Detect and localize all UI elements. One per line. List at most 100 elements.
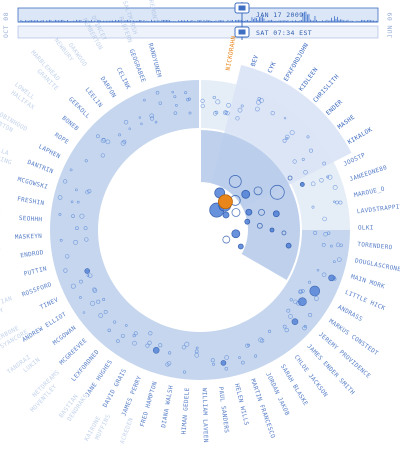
activity-bubble[interactable] [237,243,244,250]
user-label-faint[interactable]: TREMONT [146,0,159,24]
user-label[interactable]: GEEKOLL [67,96,91,120]
user-label[interactable]: BONEB [60,115,80,133]
activity-bubble[interactable] [220,360,227,366]
user-label[interactable]: ANDRASS [336,304,363,323]
user-label-faint[interactable]: CAMPANELLA [0,136,10,157]
activity-bubble[interactable] [228,175,242,188]
user-label[interactable]: DOUGLASCRONEY [354,257,400,274]
user-label[interactable]: TORENDERO [357,241,393,251]
activity-spike [263,18,265,22]
user-label[interactable]: SEOHHH [19,215,43,223]
activity-bubble[interactable] [299,182,305,187]
activity-dot [84,159,88,163]
user-label[interactable]: DIANA WALSH [160,385,175,429]
activity-bubble[interactable] [244,218,251,225]
user-label-selected[interactable]: NICKORAHN [225,35,238,71]
user-label[interactable]: TINEV [39,296,60,311]
user-label[interactable]: KIDLEEN [298,66,320,92]
activity-bubble[interactable] [222,235,231,244]
user-label[interactable]: ROSSFORD [21,281,53,298]
activity-bubble[interactable] [258,208,265,216]
user-label[interactable]: MCGOWAN [52,324,78,346]
user-label[interactable]: RANDYUNEM [147,42,163,78]
activity-dot [284,327,289,333]
user-label[interactable]: BEV [250,54,260,67]
activity-spike [350,20,352,22]
user-label[interactable]: PUTTIN [23,265,48,278]
activity-bubble[interactable] [269,184,285,200]
activity-spike [151,19,152,22]
user-label[interactable]: DANTRIN [26,159,54,176]
activity-spike [310,19,311,22]
activity-bubble[interactable] [222,211,230,219]
activity-spike [283,20,284,22]
user-label[interactable]: GEOGRABEE [128,48,147,83]
user-label[interactable]: ENDROD [20,249,44,259]
activity-bubble[interactable] [291,318,299,325]
activity-bubble[interactable] [309,285,321,297]
activity-bubble[interactable] [281,230,287,236]
user-label-faint[interactable]: WAYWARD [0,246,1,256]
user-label-faint[interactable]: HUMPHREY [0,307,5,325]
user-label[interactable]: MAIN MORK [350,273,386,290]
user-label[interactable]: MCGOWSKI [17,176,49,191]
timeline-playhead-handle[interactable] [234,2,250,38]
user-label[interactable]: LAVDSTRAPPIN [357,203,400,215]
user-label[interactable]: ENDER [325,98,344,116]
user-label[interactable]: OLKI [358,225,374,232]
user-label[interactable]: CELINK [115,67,132,91]
user-label[interactable]: HELEN WILLS [233,383,250,427]
activity-dot [235,116,240,121]
user-label[interactable]: MAROUE_O [353,185,385,199]
timeline-scrubber[interactable]: JAN 17 2009 SAT 07:34 EST OCT 08 JUN 09 [0,0,400,42]
user-label-faint[interactable]: KOSMIKA [0,207,1,216]
activity-spike [227,19,229,22]
user-label[interactable]: CYK [267,61,278,75]
activity-bubble[interactable] [245,208,253,216]
activity-bubble[interactable] [272,210,280,218]
selected-user-bubble[interactable] [218,194,233,210]
activity-dot [240,104,244,108]
user-label[interactable]: KIKALOK [347,126,374,146]
user-label[interactable]: DARFON [99,76,118,100]
user-label[interactable]: PAUL SANDERS [217,386,230,434]
activity-spike [73,20,74,22]
user-label[interactable]: MASHE [336,114,356,131]
activity-spike [316,19,317,22]
activity-dot [69,168,73,172]
activity-bubble[interactable] [241,189,251,199]
activity-spike [154,20,155,22]
activity-bubbles[interactable] [84,175,335,366]
activity-spike [76,19,77,22]
user-label[interactable]: JAMES ENDER SMITH [305,343,356,396]
activity-bubble[interactable] [269,227,275,233]
activity-spike [64,20,65,22]
user-label[interactable]: LAPHEN [37,143,61,160]
user-label[interactable]: HIMAN GEDELE [181,387,192,434]
activity-bubble[interactable] [84,268,91,274]
activity-bubble[interactable] [231,208,241,217]
activity-bubble[interactable] [256,222,263,229]
activity-bubble[interactable] [298,297,307,306]
user-label-faint[interactable]: ORANGE [0,276,1,288]
activity-bubble[interactable] [231,229,241,239]
activity-bubble[interactable] [152,346,160,354]
user-label-faint[interactable]: ACREDEN [119,417,135,445]
activity-bubble[interactable] [253,186,263,196]
activity-bubble[interactable] [328,274,335,282]
user-label[interactable]: JANEEDNE80 [349,164,388,183]
activity-bubble[interactable] [287,175,293,181]
user-label[interactable]: FRED HAMPTON [139,381,159,428]
user-label[interactable]: JEREMY PROVIDENCE [317,331,372,380]
user-label[interactable]: LEELIN [84,86,104,109]
user-label[interactable]: JAMES PERRY [120,375,143,418]
user-label[interactable]: FRESHIN [17,196,45,207]
user-label[interactable]: MASKEYN [15,233,43,241]
user-label[interactable]: CHRISLITH [312,73,341,104]
activity-spike [211,20,212,22]
user-label[interactable]: ROPE [53,132,70,147]
activity-spike [340,19,341,22]
activity-bubble[interactable] [285,242,292,249]
user-label[interactable]: WILLIAM LAVEEN [201,388,209,443]
